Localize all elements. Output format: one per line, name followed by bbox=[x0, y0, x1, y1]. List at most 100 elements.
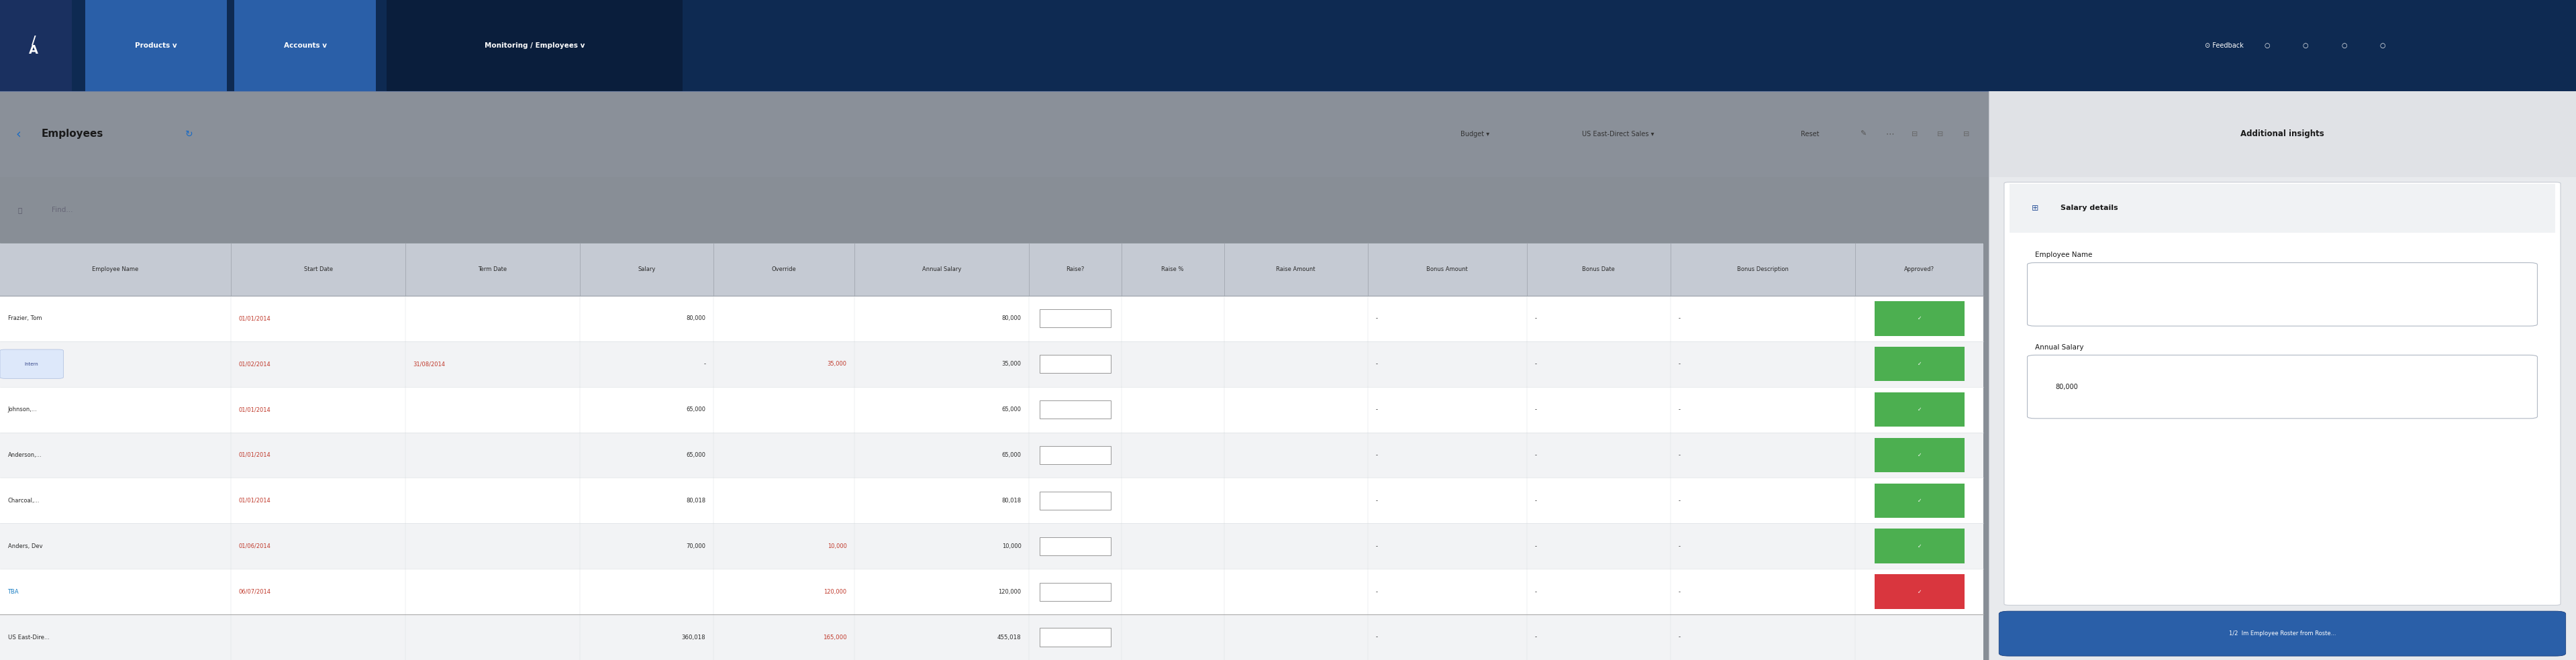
Text: +: + bbox=[2066, 207, 2071, 213]
Text: Term Date: Term Date bbox=[479, 266, 507, 273]
Text: 01/01/2014: 01/01/2014 bbox=[240, 498, 270, 504]
Text: Anderson,...: Anderson,... bbox=[8, 452, 41, 458]
Text: Anders, Dev: Anders, Dev bbox=[8, 543, 41, 549]
Text: 01/01/2014: 01/01/2014 bbox=[240, 452, 270, 458]
Text: ○: ○ bbox=[2264, 42, 2269, 49]
Text: 65,000: 65,000 bbox=[1002, 452, 1020, 458]
Text: Employee Name: Employee Name bbox=[2035, 251, 2092, 258]
Bar bbox=[0, 341, 1984, 387]
Text: Budget ▾: Budget ▾ bbox=[1461, 131, 1489, 137]
Text: ✓: ✓ bbox=[1917, 589, 1922, 595]
Text: 1/2  Im Employee Roster from Roste...: 1/2 Im Employee Roster from Roste... bbox=[2228, 630, 2336, 637]
Text: Salary: Salary bbox=[639, 266, 654, 273]
Text: Johnson,...: Johnson,... bbox=[8, 407, 36, 412]
Text: 80,018: 80,018 bbox=[685, 498, 706, 504]
Text: ▽: ▽ bbox=[2020, 207, 2025, 213]
Bar bbox=[0, 0, 72, 91]
Text: Employees: Employees bbox=[41, 129, 103, 139]
Bar bbox=[1875, 301, 1965, 336]
FancyBboxPatch shape bbox=[2027, 355, 2537, 418]
Text: Additional insights: Additional insights bbox=[2241, 129, 2324, 139]
Text: Intern: Intern bbox=[26, 362, 39, 366]
Bar bbox=[1041, 492, 1110, 510]
Text: Raise?: Raise? bbox=[1066, 266, 1084, 273]
FancyBboxPatch shape bbox=[1999, 611, 2566, 656]
Bar bbox=[1041, 583, 1110, 601]
Text: ✓: ✓ bbox=[1917, 498, 1922, 504]
Text: 455,018: 455,018 bbox=[997, 634, 1020, 640]
Bar bbox=[0, 478, 1984, 523]
FancyBboxPatch shape bbox=[0, 349, 64, 379]
Text: 80,018: 80,018 bbox=[1002, 498, 1020, 504]
Text: ✓: ✓ bbox=[1917, 452, 1922, 458]
Text: 01/06/2014: 01/06/2014 bbox=[240, 543, 270, 549]
Bar bbox=[0, 569, 1984, 614]
FancyBboxPatch shape bbox=[2004, 182, 2561, 605]
Text: Accounts v: Accounts v bbox=[283, 42, 327, 49]
Text: 🔍: 🔍 bbox=[18, 207, 23, 213]
Bar bbox=[1041, 401, 1110, 418]
Text: 165,000: 165,000 bbox=[822, 634, 848, 640]
Text: 65,000: 65,000 bbox=[685, 452, 706, 458]
Bar bbox=[0, 387, 1984, 432]
Text: 35,000: 35,000 bbox=[827, 361, 848, 367]
Bar bbox=[386, 0, 683, 91]
Text: ○: ○ bbox=[2303, 42, 2308, 49]
Bar bbox=[1041, 628, 1110, 646]
Text: 360,018: 360,018 bbox=[683, 634, 706, 640]
Text: ⊡: ⊡ bbox=[2014, 619, 2022, 628]
Text: 70,000: 70,000 bbox=[685, 543, 706, 549]
Bar bbox=[1041, 355, 1110, 373]
Text: Bonus Date: Bonus Date bbox=[1582, 266, 1615, 273]
Text: Products v: Products v bbox=[134, 42, 178, 49]
Text: 31/08/2014: 31/08/2014 bbox=[412, 361, 446, 367]
Text: 35,000: 35,000 bbox=[1002, 361, 1020, 367]
Text: Override: Override bbox=[773, 266, 796, 273]
Text: Annual Salary: Annual Salary bbox=[922, 266, 961, 273]
Text: Start Date: Start Date bbox=[304, 266, 332, 273]
Text: ⊙ Feedback: ⊙ Feedback bbox=[2205, 42, 2244, 49]
Text: Salary details: Salary details bbox=[2061, 205, 2117, 212]
Bar bbox=[0, 91, 2576, 177]
Text: 65,000: 65,000 bbox=[1002, 407, 1020, 412]
Text: Frazier, Tom: Frazier, Tom bbox=[8, 315, 41, 321]
Text: ⊟: ⊟ bbox=[1963, 131, 1968, 137]
Text: Annual Salary: Annual Salary bbox=[2035, 344, 2084, 350]
Bar bbox=[1875, 483, 1965, 518]
Text: Find...: Find... bbox=[52, 207, 72, 213]
Text: 65,000: 65,000 bbox=[685, 407, 706, 412]
Bar bbox=[0, 296, 1984, 341]
Text: ⊟: ⊟ bbox=[1937, 131, 1942, 137]
Text: 10,000: 10,000 bbox=[827, 543, 848, 549]
Text: ↻: ↻ bbox=[185, 129, 193, 139]
Text: Reset: Reset bbox=[1801, 131, 1819, 137]
FancyBboxPatch shape bbox=[2027, 263, 2537, 326]
Text: 01/02/2014: 01/02/2014 bbox=[240, 361, 270, 367]
Text: ✎: ✎ bbox=[1860, 131, 1865, 137]
Text: Bonus Description: Bonus Description bbox=[1736, 266, 1788, 273]
Bar bbox=[0, 614, 1984, 660]
Bar bbox=[0, 432, 1984, 478]
Text: Monitoring / Employees v: Monitoring / Employees v bbox=[484, 42, 585, 49]
Text: ⊞: ⊞ bbox=[2032, 204, 2038, 213]
Bar bbox=[1875, 347, 1965, 381]
Text: 10,000: 10,000 bbox=[1002, 543, 1020, 549]
Bar bbox=[1041, 537, 1110, 555]
Text: 80,000: 80,000 bbox=[685, 315, 706, 321]
Text: 120,000: 120,000 bbox=[999, 589, 1020, 595]
Text: ✓: ✓ bbox=[1917, 361, 1922, 367]
Bar bbox=[1875, 438, 1965, 473]
Bar bbox=[234, 0, 376, 91]
Bar bbox=[1041, 310, 1110, 327]
Text: ⇅: ⇅ bbox=[2043, 207, 2048, 213]
Text: ○: ○ bbox=[2380, 42, 2385, 49]
Bar bbox=[1875, 574, 1965, 609]
Bar bbox=[2009, 183, 2555, 233]
Bar bbox=[1989, 91, 2576, 177]
Bar bbox=[1875, 529, 1965, 564]
Bar bbox=[0, 177, 1984, 243]
Text: Employee Name: Employee Name bbox=[93, 266, 139, 273]
Text: US East-Direct Sales ▾: US East-Direct Sales ▾ bbox=[1582, 131, 1654, 137]
Text: 01/01/2014: 01/01/2014 bbox=[240, 407, 270, 412]
Text: 06/07/2014: 06/07/2014 bbox=[240, 589, 270, 595]
